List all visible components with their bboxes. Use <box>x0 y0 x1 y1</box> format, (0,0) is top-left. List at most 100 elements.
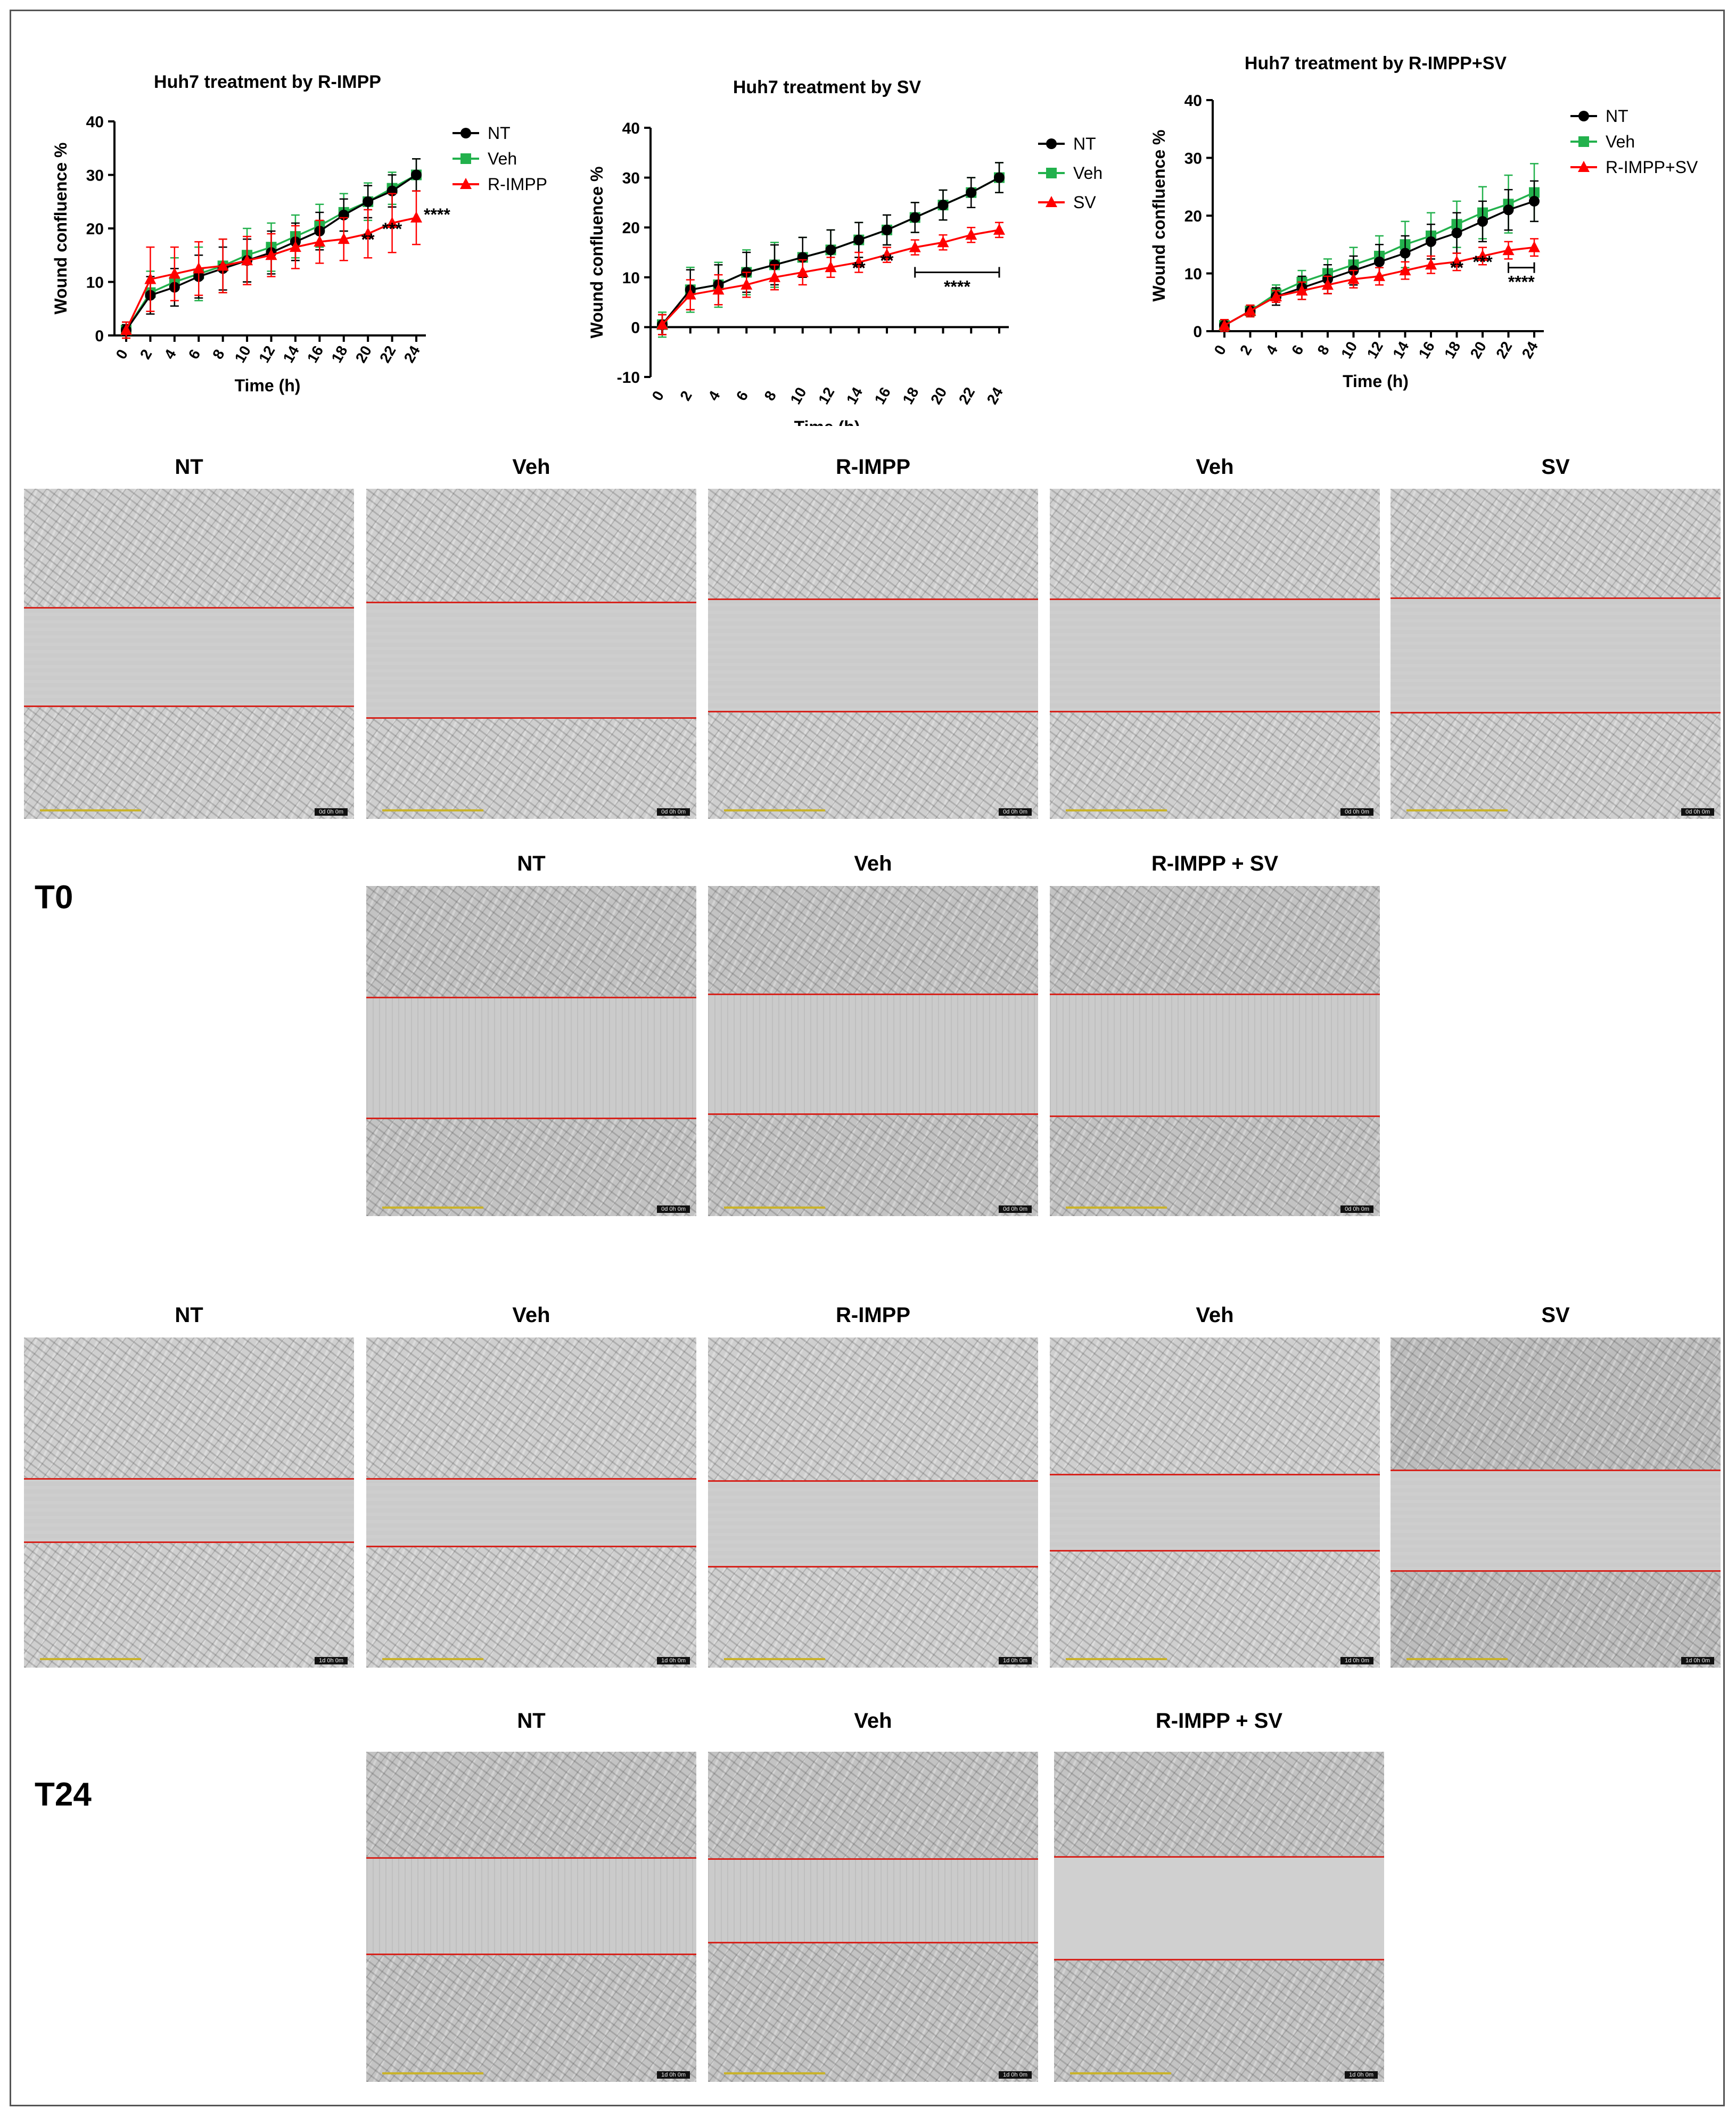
legend-item: SV <box>1038 193 1096 212</box>
x-tick-label: 6 <box>1288 342 1307 358</box>
panel-label-veh: Veh <box>1196 1303 1234 1327</box>
data-point <box>825 244 836 256</box>
legend-item: NT <box>452 124 511 143</box>
data-point <box>853 234 865 245</box>
x-tick-label: 12 <box>815 384 837 407</box>
legend-label: NT <box>1073 134 1096 153</box>
series-R-IMPP <box>120 190 422 339</box>
y-tick-label: 0 <box>1193 323 1202 341</box>
legend-marker <box>460 128 471 138</box>
panel-label-veh: Veh <box>854 852 892 875</box>
chart-title: Huh7 treatment by SV <box>733 77 922 97</box>
data-point <box>1399 264 1411 276</box>
y-tick-label: 30 <box>1184 150 1202 168</box>
x-tick-label: 18 <box>328 343 350 365</box>
x-tick-label: 22 <box>376 343 399 365</box>
legend-marker <box>1578 136 1589 147</box>
legend-item: Veh <box>452 149 517 168</box>
data-point <box>1244 305 1256 316</box>
y-tick-label: 20 <box>86 220 104 238</box>
legend-label: Veh <box>1073 163 1103 183</box>
data-point <box>1296 284 1308 296</box>
data-point <box>1374 256 1385 267</box>
y-tick-label: -10 <box>617 369 640 387</box>
panel-label-nt: NT <box>175 1303 203 1327</box>
micrograph-t24-veh-2: 1d 0h 0m <box>1050 1338 1380 1668</box>
data-point <box>411 169 422 180</box>
timestamp: 1d 0h 0m <box>657 2071 690 2079</box>
timestamp: 1d 0h 0m <box>999 2071 1032 2079</box>
timestamp: 0d 0h 0m <box>999 808 1032 816</box>
x-tick-label: 10 <box>232 343 254 365</box>
legend-item: Veh <box>1038 163 1103 183</box>
micrograph-t0-r-impp: 0d 0h 0m <box>708 489 1038 819</box>
timestamp: 1d 0h 0m <box>1681 1657 1714 1664</box>
data-point <box>769 270 780 282</box>
data-point <box>168 267 180 279</box>
data-point <box>120 323 132 335</box>
legend-marker <box>460 153 471 164</box>
timestamp: 0d 0h 0m <box>999 1205 1032 1213</box>
x-tick-label: 4 <box>705 388 723 403</box>
legend-item: NT <box>1570 106 1628 126</box>
y-tick-label: 20 <box>1184 208 1202 225</box>
x-tick-label: 6 <box>733 388 752 404</box>
data-point <box>386 216 398 228</box>
legend-marker <box>1046 168 1057 178</box>
micrograph-t24-veh: 1d 0h 0m <box>366 1338 696 1668</box>
legend-label: SV <box>1073 193 1096 212</box>
x-tick-label: 0 <box>1211 342 1229 358</box>
data-point <box>314 235 326 247</box>
x-tick-label: 6 <box>185 347 204 362</box>
significance-label: *** <box>1472 252 1493 272</box>
micrograph-t24-r-impp: 1d 0h 0m <box>708 1338 1038 1668</box>
x-tick-label: 8 <box>761 388 779 404</box>
legend-marker <box>1046 196 1057 207</box>
x-tick-label: 8 <box>209 347 228 362</box>
data-point <box>881 248 893 260</box>
data-point <box>362 227 374 239</box>
y-tick-label: 30 <box>86 167 104 185</box>
data-point <box>937 200 949 211</box>
data-point <box>1451 227 1462 239</box>
legend-label: NT <box>1606 106 1628 126</box>
data-point <box>265 249 277 260</box>
y-tick-label: 30 <box>622 170 640 187</box>
legend-label: Veh <box>488 149 517 168</box>
data-point <box>909 212 920 223</box>
data-point <box>1503 204 1514 216</box>
t24-label: T24 <box>35 1776 92 1813</box>
timestamp: 0d 0h 0m <box>657 808 690 816</box>
x-tick-label: 0 <box>648 388 667 404</box>
x-tick-label: 10 <box>1338 339 1360 361</box>
data-point <box>656 318 668 330</box>
data-point <box>1425 258 1437 270</box>
data-point <box>1528 241 1540 252</box>
figure-frame <box>10 10 1725 2106</box>
significance-label: ** <box>881 251 894 270</box>
series-NT <box>657 162 1005 335</box>
data-point <box>410 211 422 223</box>
legend-label: R-IMPP <box>488 175 547 194</box>
data-point <box>363 196 374 207</box>
x-tick-label: 20 <box>352 343 375 365</box>
x-tick-label: 20 <box>1467 339 1490 361</box>
x-tick-label: 2 <box>1237 342 1255 358</box>
data-point <box>241 254 253 266</box>
x-tick-label: 16 <box>304 343 326 365</box>
data-point <box>965 228 977 240</box>
x-tick-label: 20 <box>927 384 950 407</box>
data-point <box>1477 249 1488 261</box>
data-point <box>825 261 837 273</box>
panel-label-veh: Veh <box>512 1303 550 1327</box>
data-point <box>966 187 977 198</box>
data-point <box>144 273 157 284</box>
x-axis-label: Time (h) <box>235 376 301 395</box>
micrograph-t0-nt: 0d 0h 0m <box>24 489 354 819</box>
micrograph-t24-r-impp-sv: 1d 0h 0m <box>1054 1752 1384 2082</box>
data-point <box>1400 248 1411 259</box>
significance-label: ** <box>1450 258 1463 277</box>
data-point <box>796 266 809 277</box>
